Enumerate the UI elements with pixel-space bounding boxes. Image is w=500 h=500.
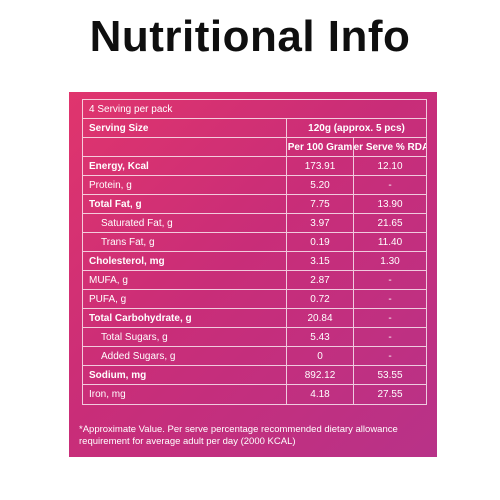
- table-row: Protein, g 5.20 -: [83, 176, 426, 195]
- nutrient-rda: -: [388, 312, 392, 324]
- nutrient-rda: 21.65: [377, 217, 403, 229]
- nutrient-name: Total Fat, g: [83, 195, 287, 213]
- nutrition-panel: 4 Serving per pack Serving Size 120g (ap…: [69, 92, 437, 457]
- nutrient-rda: 1.30: [380, 255, 400, 267]
- table-row: Trans Fat, g 0.19 11.40: [83, 233, 426, 252]
- nutrient-rda: 53.55: [377, 369, 403, 381]
- table-row: Sodium, mg 892.12 53.55: [83, 366, 426, 385]
- table-row: Cholesterol, mg 3.15 1.30: [83, 252, 426, 271]
- table-row: PUFA, g 0.72 -: [83, 290, 426, 309]
- servings-per-pack: 4 Serving per pack: [89, 103, 173, 115]
- nutrient-per-100: 4.18: [287, 385, 354, 404]
- table-row: MUFA, g 2.87 -: [83, 271, 426, 290]
- nutrient-name: MUFA, g: [83, 271, 287, 289]
- table-row: Saturated Fat, g 3.97 21.65: [83, 214, 426, 233]
- nutrient-rda: -: [388, 274, 392, 286]
- table-row: Total Fat, g 7.75 13.90: [83, 195, 426, 214]
- header-per-100: Per 100 Gram: [287, 138, 354, 156]
- nutrient-per-100: 3.15: [287, 252, 354, 270]
- nutrient-rda: -: [388, 179, 392, 191]
- nutrient-per-100: 7.75: [287, 195, 354, 213]
- nutrient-per-100: 20.84: [287, 309, 354, 327]
- nutrient-name: PUFA, g: [83, 290, 287, 308]
- nutrient-rda: 12.10: [377, 160, 403, 172]
- serving-size-value: 120g (approx. 5 pcs): [308, 122, 405, 134]
- nutrient-name: Sodium, mg: [83, 366, 287, 384]
- nutrition-table: 4 Serving per pack Serving Size 120g (ap…: [82, 99, 427, 405]
- table-row: Energy, Kcal 173.91 12.10: [83, 157, 426, 176]
- nutrient-name: Energy, Kcal: [83, 157, 287, 175]
- table-row: Total Sugars, g 5.43 -: [83, 328, 426, 347]
- nutrient-name: Iron, mg: [83, 385, 287, 404]
- header-blank: [83, 138, 287, 156]
- column-header-row: Per 100 Gram Per Serve % RDA*: [83, 138, 426, 157]
- page-title: Nutritional Info: [89, 12, 411, 61]
- nutrient-per-100: 173.91: [287, 157, 354, 175]
- nutrient-name: Added Sugars, g: [83, 347, 287, 365]
- nutrient-rda: 27.55: [377, 389, 403, 400]
- nutrient-name: Cholesterol, mg: [83, 252, 287, 270]
- footnote: *Approximate Value. Per serve percentage…: [79, 424, 398, 447]
- nutrient-name: Trans Fat, g: [83, 233, 287, 251]
- servings-row: 4 Serving per pack: [83, 100, 426, 119]
- nutrient-rda: 11.40: [377, 236, 403, 248]
- header-per-serve: Per Serve % RDA*: [354, 141, 426, 153]
- nutrient-name: Total Carbohydrate, g: [83, 309, 287, 327]
- nutrient-rda: -: [388, 293, 392, 305]
- nutrient-name: Protein, g: [83, 176, 287, 194]
- nutrient-per-100: 5.43: [287, 328, 354, 346]
- nutrient-per-100: 0.72: [287, 290, 354, 308]
- nutrient-per-100: 3.97: [287, 214, 354, 232]
- nutrient-per-100: 5.20: [287, 176, 354, 194]
- nutrient-per-100: 2.87: [287, 271, 354, 289]
- nutrient-rows: Energy, Kcal 173.91 12.10 Protein, g 5.20- To…: [83, 157, 426, 404]
- nutrient-rda: 13.90: [377, 198, 403, 210]
- nutrient-rda: -: [388, 331, 392, 343]
- nutrient-name: Total Sugars, g: [83, 328, 287, 346]
- nutrient-rda: -: [388, 350, 392, 362]
- nutrient-per-100: 0.19: [287, 233, 354, 251]
- table-row: Total Carbohydrate, g 20.84 -: [83, 309, 426, 328]
- table-row: Iron, mg 4.18 27.55: [83, 385, 426, 404]
- serving-size-row: Serving Size 120g (approx. 5 pcs): [83, 119, 426, 138]
- nutrient-per-100: 0: [287, 347, 354, 365]
- nutrient-per-100: 892.12: [287, 366, 354, 384]
- nutrient-name: Saturated Fat, g: [83, 214, 287, 232]
- serving-size-label: Serving Size: [83, 119, 287, 137]
